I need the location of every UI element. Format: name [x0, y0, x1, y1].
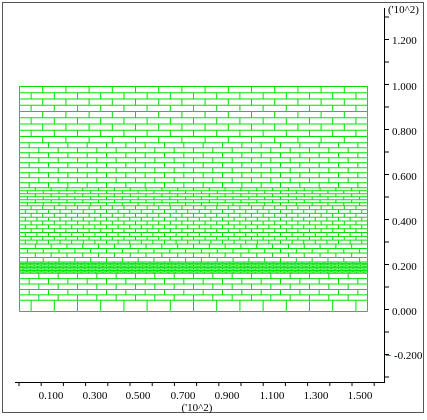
y-tick-label: 0.200: [392, 261, 417, 273]
y-tick-label: -0.200: [394, 350, 423, 362]
y-axis-ticks: [384, 16, 389, 378]
mesh-boundary: [19, 86, 368, 312]
window-border: [2, 2, 424, 413]
x-axis-ticks: [18, 382, 375, 386]
y-tick-label: 1.000: [392, 81, 417, 93]
y-tick-label: 0.000: [392, 306, 417, 318]
y-scale-label: ('10^2): [388, 4, 419, 16]
y-tick-label: 0.400: [392, 216, 417, 228]
x-tick-label: 1.300: [304, 390, 329, 402]
x-scale-label: ('10^2): [182, 402, 213, 414]
y-tick-label: 0.600: [392, 171, 417, 183]
x-tick-label: 0.100: [39, 390, 64, 402]
x-tick-label: 0.500: [126, 390, 151, 402]
x-tick-label: 0.300: [83, 390, 108, 402]
y-tick-label: 0.800: [392, 126, 417, 138]
x-tick-label: 0.700: [171, 390, 196, 402]
x-tick-label: 0.900: [215, 390, 240, 402]
y-tick-label: 1.200: [392, 35, 417, 47]
block-mesh: [19, 86, 368, 312]
x-tick-label: 1.500: [348, 390, 373, 402]
x-tick-label: 1.100: [260, 390, 285, 402]
